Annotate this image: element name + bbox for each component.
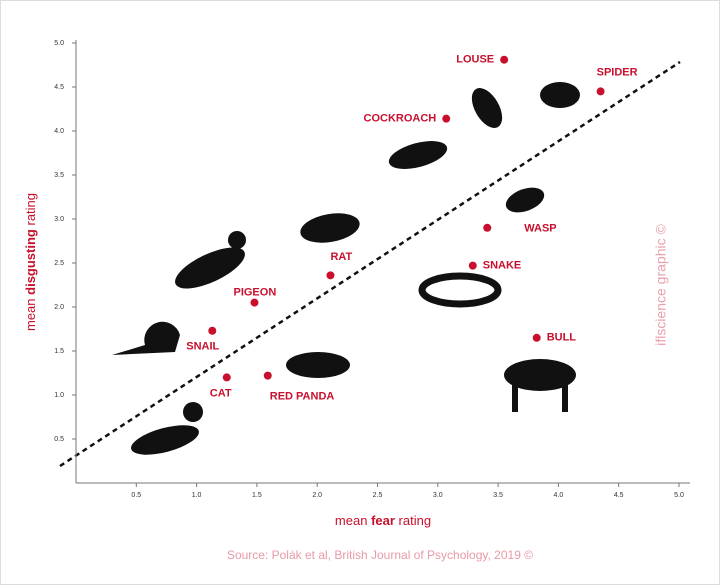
point-label: RAT — [330, 251, 352, 263]
y-label-part: disgusting — [23, 229, 38, 295]
point — [250, 298, 259, 307]
point-label: BULL — [547, 332, 577, 344]
point — [222, 373, 231, 382]
y-tick-label: 3.0 — [54, 216, 64, 223]
y-tick-label: 2.5 — [54, 260, 64, 267]
x-tick-label: 0.5 — [131, 492, 141, 499]
point-label: LOUSE — [456, 54, 494, 66]
point-label: PIGEON — [233, 287, 276, 299]
y-tick-label: 0.5 — [54, 436, 64, 443]
y-tick-label: 2.0 — [54, 304, 64, 311]
point — [442, 114, 451, 123]
point — [596, 87, 605, 96]
x-tick-label: 4.5 — [614, 492, 624, 499]
y-tick-label: 5.0 — [54, 40, 64, 47]
point — [483, 223, 492, 232]
y-tick-label: 1.0 — [54, 392, 64, 399]
point — [532, 333, 541, 342]
y-tick-label: 1.5 — [54, 348, 64, 355]
point — [263, 371, 272, 380]
x-label-part: rating — [399, 513, 432, 528]
x-tick-label: 5.0 — [674, 492, 684, 499]
point-label: RED PANDA — [270, 391, 335, 403]
diagonal-reference — [59, 60, 681, 468]
point — [326, 271, 335, 280]
x-axis-label: mean fear rating — [335, 513, 431, 528]
x-tick-label: 4.0 — [554, 492, 564, 499]
x-tick-label: 3.5 — [493, 492, 503, 499]
y-tick-label: 3.5 — [54, 172, 64, 179]
point-label: SPIDER — [597, 66, 638, 78]
point-label: SNAIL — [186, 341, 219, 353]
x-tick-label: 3.0 — [433, 492, 443, 499]
y-label-part: mean — [23, 298, 38, 331]
x-label-part: mean — [335, 513, 368, 528]
point-label: CAT — [210, 387, 232, 399]
point — [468, 261, 477, 270]
y-axis-label: mean disgusting rating — [23, 193, 38, 331]
point-label: COCKROACH — [364, 113, 437, 125]
point — [500, 55, 509, 64]
y-tick-label: 4.0 — [54, 128, 64, 135]
x-tick-label: 1.0 — [192, 492, 202, 499]
watermark: iflscience graphic © — [653, 224, 669, 346]
x-tick-label: 2.5 — [373, 492, 383, 499]
x-tick-label: 1.5 — [252, 492, 262, 499]
y-label-part: rating — [23, 193, 38, 226]
x-label-part: fear — [371, 513, 395, 528]
point-label: SNAKE — [483, 260, 522, 272]
x-tick-label: 2.0 — [312, 492, 322, 499]
point — [208, 326, 217, 335]
silhouettes — [112, 82, 580, 455]
y-tick-label: 4.5 — [54, 84, 64, 91]
point-label: WASP — [524, 223, 556, 235]
source: Source: Polák et al, British Journal of … — [227, 548, 533, 562]
